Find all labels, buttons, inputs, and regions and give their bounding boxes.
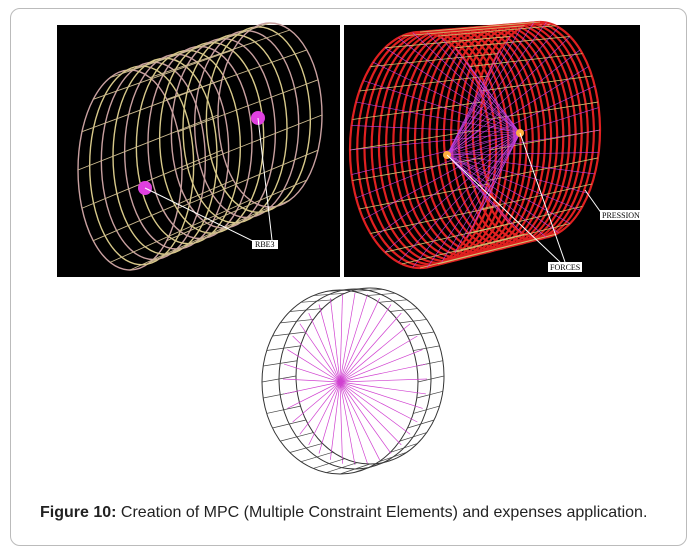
- forces-label: FORCES: [550, 263, 580, 272]
- stringer: [290, 309, 323, 312]
- spoke: [340, 382, 426, 394]
- pression-label: PRESSION: [602, 211, 640, 220]
- stringer: [400, 433, 427, 442]
- stringer: [272, 420, 305, 428]
- stringer: [290, 443, 323, 452]
- spoke: [300, 382, 340, 434]
- spoke: [284, 382, 340, 394]
- stringer: [301, 452, 333, 461]
- stringer: [400, 319, 427, 322]
- wireframe-bottom: [262, 288, 444, 474]
- stringer: [367, 293, 396, 295]
- spoke: [340, 336, 417, 382]
- page: RBE3 PRESSION FORCES Figure 10: Creation…: [0, 0, 691, 553]
- spoke: [340, 382, 380, 460]
- stringer: [379, 300, 407, 303]
- spoke: [340, 350, 423, 382]
- stringer: [390, 309, 417, 312]
- spoke: [340, 382, 391, 453]
- stringer: [267, 406, 301, 413]
- stringer: [301, 300, 333, 303]
- spoke: [330, 382, 340, 460]
- caption-text: Creation of MPC (Multiple Constraint Ele…: [121, 504, 647, 521]
- stringer: [408, 332, 435, 336]
- spoke: [340, 313, 401, 382]
- spoke: [340, 294, 368, 382]
- stringer: [379, 452, 407, 461]
- spoke: [293, 336, 340, 382]
- rbe3-label: RBE3: [255, 240, 275, 249]
- stringer: [413, 406, 439, 413]
- figure-art: RBE3 PRESSION FORCES: [0, 0, 691, 500]
- stringer: [280, 433, 313, 442]
- stringer: [280, 319, 313, 322]
- caption: Figure 10: Creation of MPC (Multiple Con…: [40, 503, 660, 523]
- spoke: [330, 298, 340, 382]
- spoke: [340, 382, 410, 434]
- spoke: [287, 350, 340, 382]
- stringer: [272, 332, 305, 336]
- caption-label: Figure 10:: [40, 504, 116, 521]
- spoke: [340, 298, 380, 382]
- spoke: [340, 305, 391, 382]
- spoke: [340, 324, 410, 382]
